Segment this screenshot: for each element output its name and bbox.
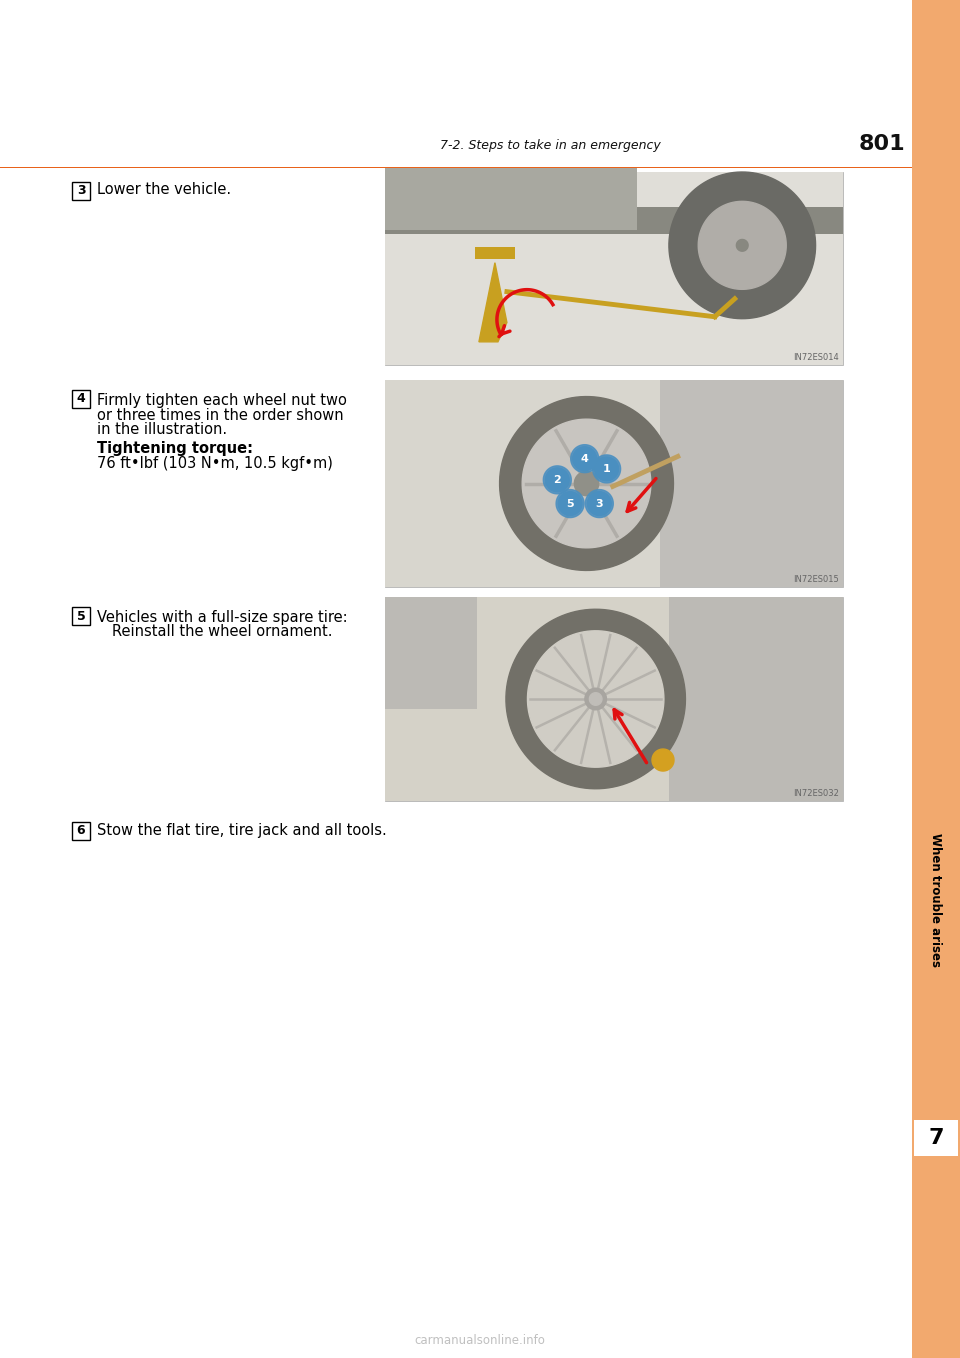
Text: 7-2. Steps to take in an emergency: 7-2. Steps to take in an emergency — [440, 139, 660, 152]
Bar — [0, 167, 912, 168]
Polygon shape — [545, 469, 569, 492]
Bar — [385, 168, 636, 230]
Text: IN72ES014: IN72ES014 — [793, 353, 839, 363]
Bar — [912, 0, 960, 1358]
Polygon shape — [527, 630, 664, 767]
Polygon shape — [698, 201, 786, 289]
Bar — [475, 247, 515, 259]
Polygon shape — [592, 455, 620, 483]
Bar — [669, 598, 843, 801]
Bar — [72, 822, 90, 841]
Polygon shape — [589, 693, 602, 705]
Text: 76 ft•lbf (103 N•m, 10.5 kgf•m): 76 ft•lbf (103 N•m, 10.5 kgf•m) — [97, 456, 333, 471]
Text: or three times in the order shown: or three times in the order shown — [97, 407, 344, 422]
Text: IN72ES032: IN72ES032 — [793, 789, 839, 799]
Polygon shape — [594, 458, 618, 481]
Bar — [385, 380, 843, 587]
Polygon shape — [588, 492, 612, 516]
Polygon shape — [736, 239, 748, 251]
Text: Stow the flat tire, tire jack and all tools.: Stow the flat tire, tire jack and all to… — [97, 823, 387, 838]
Bar — [72, 607, 90, 625]
Text: 4: 4 — [581, 454, 588, 463]
Polygon shape — [573, 447, 596, 471]
Bar — [385, 598, 843, 801]
Bar — [385, 598, 843, 801]
Bar — [914, 1120, 958, 1156]
Text: 4: 4 — [77, 392, 85, 406]
Polygon shape — [499, 397, 674, 570]
Text: When trouble arises: When trouble arises — [929, 832, 943, 967]
Polygon shape — [558, 492, 582, 516]
Bar — [385, 206, 843, 234]
Text: Tightening torque:: Tightening torque: — [97, 441, 253, 456]
Text: Reinstall the wheel ornament.: Reinstall the wheel ornament. — [112, 625, 332, 640]
Text: 5: 5 — [566, 498, 574, 509]
Text: Vehicles with a full-size spare tire:: Vehicles with a full-size spare tire: — [97, 610, 348, 625]
Text: 6: 6 — [77, 824, 85, 838]
Polygon shape — [543, 466, 571, 494]
Text: IN72ES015: IN72ES015 — [793, 574, 839, 584]
Bar — [72, 182, 90, 200]
Polygon shape — [556, 490, 584, 517]
Text: carmanualsonline.info: carmanualsonline.info — [415, 1334, 545, 1347]
Text: 801: 801 — [858, 134, 905, 153]
Polygon shape — [669, 172, 816, 319]
Polygon shape — [522, 420, 651, 547]
Polygon shape — [586, 490, 613, 517]
Bar — [385, 172, 843, 365]
Bar — [72, 390, 90, 407]
Polygon shape — [570, 444, 599, 473]
Text: Firmly tighten each wheel nut two: Firmly tighten each wheel nut two — [97, 392, 347, 407]
Bar — [385, 380, 843, 587]
Text: 3: 3 — [595, 498, 603, 509]
Polygon shape — [652, 750, 674, 771]
Text: Lower the vehicle.: Lower the vehicle. — [97, 182, 231, 197]
Bar — [660, 380, 843, 587]
Bar — [385, 598, 476, 709]
Text: 7: 7 — [928, 1128, 944, 1148]
Polygon shape — [506, 610, 685, 789]
Text: 1: 1 — [603, 464, 611, 474]
Text: 3: 3 — [77, 185, 85, 197]
Bar — [385, 172, 843, 365]
Text: in the illustration.: in the illustration. — [97, 422, 228, 437]
Text: 5: 5 — [77, 610, 85, 622]
Polygon shape — [479, 262, 507, 342]
Polygon shape — [574, 471, 599, 496]
Text: 2: 2 — [553, 475, 562, 485]
Polygon shape — [585, 689, 607, 710]
